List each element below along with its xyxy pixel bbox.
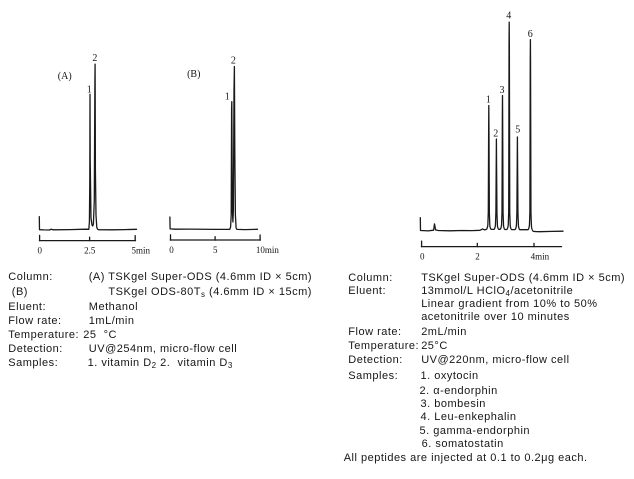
svg-text:4min: 4min bbox=[531, 252, 550, 262]
svg-text:5min: 5min bbox=[132, 246, 151, 256]
svg-text:2: 2 bbox=[231, 56, 236, 67]
svg-text:5: 5 bbox=[515, 125, 520, 136]
svg-text:10min: 10min bbox=[256, 245, 280, 255]
svg-text:6: 6 bbox=[528, 29, 533, 40]
svg-text:0: 0 bbox=[169, 245, 174, 255]
svg-text:1: 1 bbox=[486, 95, 491, 106]
svg-text:(A): (A) bbox=[58, 71, 72, 82]
svg-text:2: 2 bbox=[92, 53, 97, 64]
svg-text:4: 4 bbox=[506, 10, 511, 21]
svg-text:(B): (B) bbox=[187, 69, 200, 80]
svg-text:2: 2 bbox=[475, 252, 480, 262]
svg-text:2.5: 2.5 bbox=[84, 246, 96, 256]
svg-text:3: 3 bbox=[500, 85, 505, 96]
svg-text:0: 0 bbox=[420, 252, 425, 262]
svg-text:5: 5 bbox=[213, 245, 218, 255]
svg-text:1: 1 bbox=[87, 85, 92, 96]
svg-text:1: 1 bbox=[225, 92, 230, 103]
svg-text:0: 0 bbox=[38, 246, 43, 256]
svg-text:2: 2 bbox=[493, 129, 498, 140]
